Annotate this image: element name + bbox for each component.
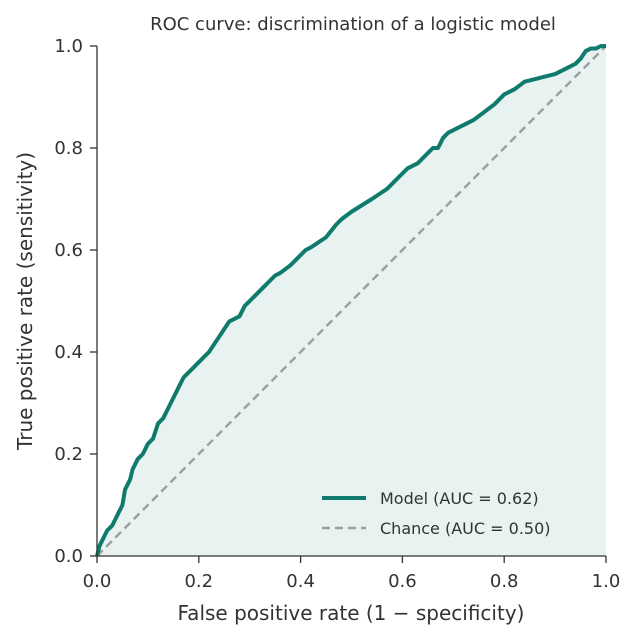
x-tick-label: 0.2: [184, 571, 213, 592]
legend-label-model: Model (AUC = 0.62): [380, 489, 539, 508]
y-tick-label: 1.0: [54, 36, 83, 57]
x-tick-label: 0.4: [286, 571, 315, 592]
x-axis-title: False positive rate (1 − specificity): [178, 601, 525, 625]
y-tick-label: 0.8: [54, 138, 83, 159]
x-tick-label: 0.0: [83, 571, 112, 592]
model-roc-line: [95, 44, 606, 557]
legend: Model (AUC = 0.62) Chance (AUC = 0.50): [322, 489, 551, 538]
y-tick-label: 0.0: [54, 546, 83, 567]
x-tick-label: 1.0: [592, 571, 621, 592]
x-tick-label: 0.6: [388, 571, 417, 592]
y-axis-title: True positive rate (sensitivity): [13, 152, 37, 451]
chance-line: [96, 45, 607, 557]
y-tick-label: 0.4: [54, 342, 83, 363]
legend-label-chance: Chance (AUC = 0.50): [380, 519, 551, 538]
y-tick-label: 0.2: [54, 444, 83, 465]
y-tick-label: 0.6: [54, 240, 83, 261]
x-tick-label: 0.8: [490, 571, 519, 592]
plot-area: [95, 44, 607, 557]
chart-title: ROC curve: discrimination of a logistic …: [150, 14, 556, 35]
axes: 0.0 0.2 0.4 0.6 0.8 1.0 0.0 0.2 0.4 0.6 0.8 1.0: [54, 36, 620, 592]
